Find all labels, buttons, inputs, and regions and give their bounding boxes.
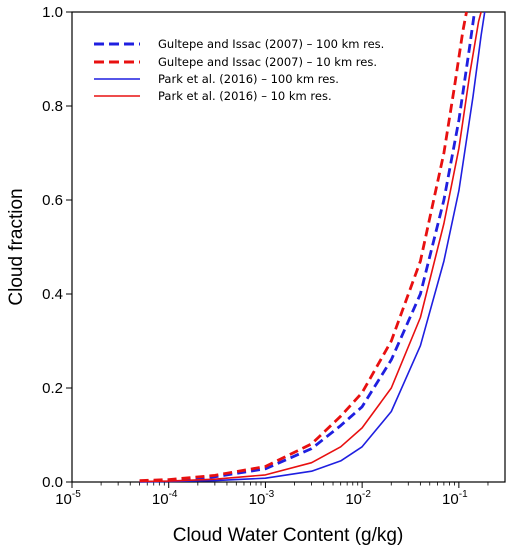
y-tick-label: 0.6 [42,192,63,209]
x-axis: 10-5 10-4 10-3 10-2 10-1 [55,482,489,508]
x-tick-label: 10-3 [249,489,275,508]
series-line-2 [139,11,468,482]
y-tick-label: 0.0 [42,474,63,491]
legend-label-4: Park et al. (2016) – 10 km res. [158,89,332,103]
y-tick-label: 0.2 [42,380,63,397]
series-lines [139,11,486,483]
y-tick-label: 0.4 [42,286,63,303]
legend: Gultepe and Issac (2007) – 100 km res. Gu… [94,37,384,103]
x-tick-label: 10-2 [345,489,371,508]
y-axis: 0.0 0.2 0.4 0.6 0.8 1.0 [42,4,72,491]
series-line-4 [139,11,482,483]
x-axis-title: Cloud Water Content (g/kg) [173,525,404,546]
y-tick-label: 1.0 [42,4,63,21]
legend-label-1: Gultepe and Issac (2007) – 100 km res. [158,37,384,51]
plot-frame [71,11,506,483]
x-tick-label: 10-4 [152,489,178,508]
legend-label-2: Gultepe and Issac (2007) – 10 km res. [158,55,377,69]
legend-label-3: Park et al. (2016) – 100 km res. [158,72,339,86]
y-tick-label: 0.8 [42,98,63,115]
x-tick-label: 10-1 [442,489,468,508]
y-axis-title: Cloud fraction [6,188,27,305]
series-line-3 [139,11,486,483]
x-tick-label: 10-5 [55,489,81,508]
